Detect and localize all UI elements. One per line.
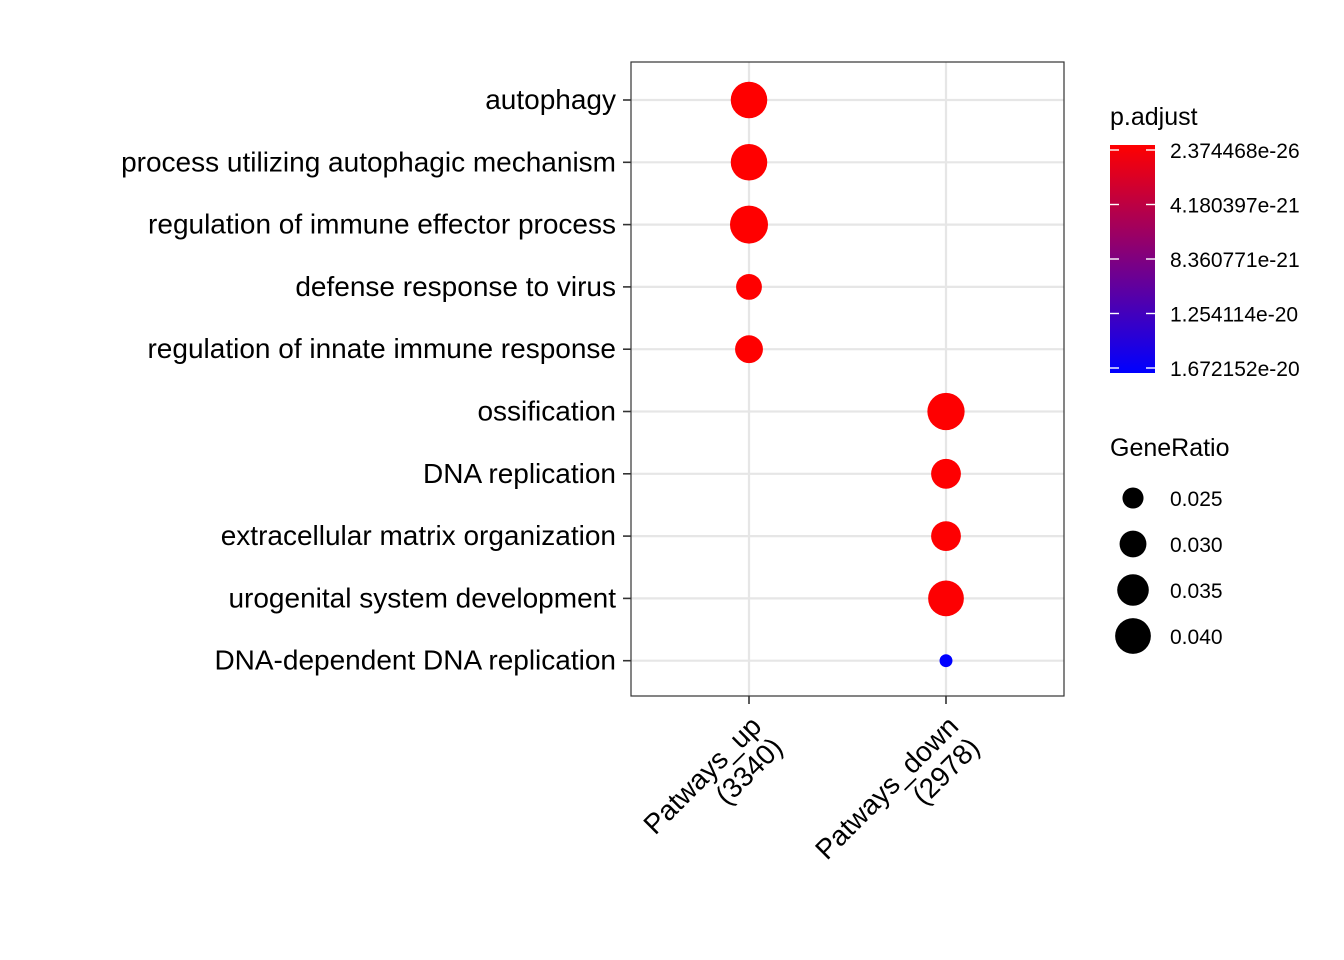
colorbar-label: 1.254114e-20 <box>1170 303 1298 326</box>
y-tick-label: urogenital system development <box>228 582 616 613</box>
data-point <box>927 392 965 431</box>
data-point <box>939 654 953 668</box>
data-point <box>730 205 768 244</box>
y-tick-label: regulation of immune effector process <box>148 209 616 240</box>
p-adjust-legend-title: p.adjust <box>1110 103 1198 131</box>
size-legend-label: 0.035 <box>1170 580 1223 603</box>
size-legend-key <box>1115 618 1151 654</box>
data-point <box>736 273 762 300</box>
size-legend-label: 0.025 <box>1170 488 1223 511</box>
data-point <box>928 580 964 617</box>
y-tick-label: DNA-dependent DNA replication <box>214 645 616 676</box>
gene-ratio-legend: GeneRatio 0.025 0.030 0.035 0.040 <box>1110 434 1230 654</box>
gene-ratio-legend-title: GeneRatio <box>1110 434 1230 462</box>
plot-panel-border <box>630 61 1065 697</box>
data-point <box>730 144 768 181</box>
data-point <box>730 81 768 119</box>
colorbar-label: 8.360771e-21 <box>1170 249 1300 272</box>
y-axis: autophagy process utilizing autophagic me… <box>121 84 631 676</box>
data-point <box>931 521 961 552</box>
data-point <box>931 458 961 489</box>
size-legend-label: 0.040 <box>1170 626 1223 649</box>
p-adjust-legend: p.adjust 2.374468e-26 4.180397e-21 8.36077… <box>1110 103 1300 381</box>
y-tick-label: regulation of innate immune response <box>147 333 616 364</box>
size-legend-key <box>1117 574 1149 606</box>
y-tick-label: DNA replication <box>423 458 616 489</box>
size-legend-key <box>1119 530 1147 558</box>
y-tick-label: ossification <box>477 396 616 427</box>
colorbar-label: 2.374468e-26 <box>1170 140 1300 163</box>
colorbar-label: 4.180397e-21 <box>1170 194 1300 217</box>
grid-lines <box>631 62 1064 696</box>
colorbar-label: 1.672152e-20 <box>1170 358 1300 381</box>
y-tick-label: process utilizing autophagic mechanism <box>121 146 616 177</box>
size-legend-label: 0.030 <box>1170 534 1223 557</box>
y-tick-label: autophagy <box>485 84 616 115</box>
data-points <box>730 81 965 668</box>
y-tick-label: defense response to virus <box>295 271 616 302</box>
size-legend-key <box>1122 487 1144 509</box>
y-tick-label: extracellular matrix organization <box>221 520 616 551</box>
data-point <box>735 335 763 364</box>
